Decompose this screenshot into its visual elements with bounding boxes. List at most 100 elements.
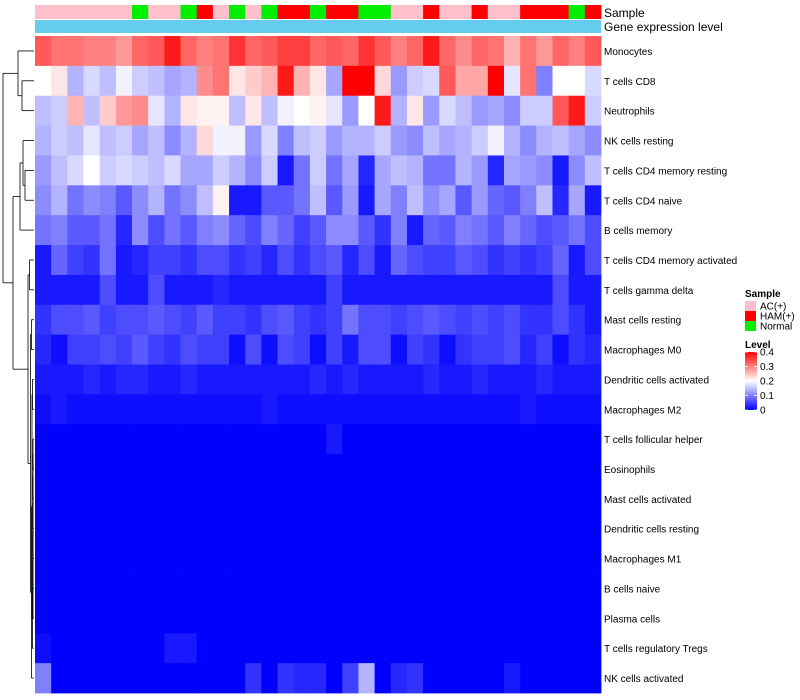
heatmap-cell	[67, 424, 84, 455]
heatmap-cell	[293, 454, 311, 485]
heatmap-cell	[180, 633, 198, 664]
heatmap-cell	[67, 155, 84, 186]
heatmap-cell	[455, 334, 473, 365]
heatmap-cell	[164, 633, 181, 664]
heatmap-cell	[326, 65, 343, 97]
row-label: T cells regulatory Tregs	[604, 644, 708, 655]
heatmap-cell	[455, 185, 473, 216]
heatmap-cell	[229, 155, 246, 186]
heatmap-cell	[277, 513, 295, 545]
heatmap-cell	[196, 155, 214, 186]
heatmap-cell	[471, 95, 489, 126]
row-labels: Monocytes T cells CD8 Neutrophils NK cells …	[604, 47, 737, 685]
heatmap-cell	[536, 394, 553, 425]
heatmap-cell	[552, 274, 570, 306]
heatmap-cell	[293, 394, 311, 425]
heatmap-cell	[487, 633, 505, 664]
heatmap-cell	[406, 95, 424, 126]
heatmap-cell	[309, 633, 327, 664]
heatmap-cell	[455, 633, 473, 664]
heatmap-cell	[423, 185, 440, 216]
heatmap-cell	[83, 543, 101, 574]
level-legend-tick-label: 0	[760, 406, 766, 417]
heatmap-cell	[67, 215, 84, 246]
heatmap-cell	[568, 543, 586, 574]
heatmap-cell	[584, 394, 602, 425]
heatmap-cell	[293, 36, 311, 67]
heatmap-cell	[99, 513, 117, 545]
heatmap-cell	[406, 215, 424, 246]
heatmap-cell	[212, 573, 230, 604]
sample-annotation-cell	[568, 5, 586, 19]
heatmap-cell	[471, 274, 489, 306]
heatmap-cell	[374, 304, 392, 336]
heatmap-cell	[536, 543, 553, 574]
sample-annotation-cell	[67, 5, 84, 19]
heatmap-cell	[309, 603, 327, 634]
sample-annotation-cell	[439, 5, 456, 19]
heatmap-cell	[35, 155, 52, 186]
sample-annotation-cell	[503, 5, 521, 19]
sample-annotation-cell	[536, 5, 553, 19]
heatmap-cell	[164, 663, 181, 694]
heatmap-cell	[326, 633, 343, 664]
heatmap-cell	[148, 394, 165, 425]
heatmap-cell	[455, 215, 473, 246]
heatmap-cell	[245, 36, 262, 67]
heatmap-cell	[423, 663, 440, 694]
heatmap-cell	[196, 663, 214, 694]
heatmap-cell	[390, 573, 408, 604]
heatmap-cell	[358, 304, 375, 336]
heatmap-cell	[164, 65, 181, 97]
heatmap-cell	[132, 215, 149, 246]
heatmap-cell	[455, 245, 473, 276]
heatmap-cell	[51, 334, 68, 365]
heatmap-cell	[390, 245, 408, 276]
heatmap-cell	[164, 304, 181, 336]
heatmap-cell	[132, 304, 149, 336]
heatmap-cell	[212, 513, 230, 545]
heatmap-cell	[277, 573, 295, 604]
heatmap-cell	[164, 155, 181, 186]
heatmap-cell	[180, 424, 198, 455]
heatmap-cell	[326, 663, 343, 694]
heatmap-cell	[148, 454, 165, 485]
heatmap-cell	[245, 155, 262, 186]
heatmap-cell	[277, 633, 295, 664]
heatmap-cell	[132, 274, 149, 306]
heatmap-cell	[536, 185, 553, 216]
heatmap-cell	[148, 36, 165, 67]
heatmap-cell	[342, 663, 359, 694]
row-label: T cells CD4 memory activated	[604, 256, 737, 267]
heatmap-cell	[261, 334, 278, 365]
heatmap-cell	[212, 274, 230, 306]
heatmap-cell	[536, 454, 553, 485]
heatmap-cell	[406, 274, 424, 306]
heatmap-cell	[487, 185, 505, 216]
heatmap-cell	[51, 65, 68, 97]
heatmap-cell	[115, 543, 133, 574]
heatmap-cell	[180, 543, 198, 574]
sample-annotation-cell	[390, 5, 408, 19]
heatmap-cell	[326, 513, 343, 545]
heatmap-cell	[326, 334, 343, 365]
heatmap-cell	[229, 304, 246, 336]
heatmap-cell	[471, 573, 489, 604]
heatmap-cell	[423, 274, 440, 306]
heatmap-cell	[358, 454, 375, 485]
heatmap-cell	[439, 274, 456, 306]
heatmap-cell	[67, 36, 84, 67]
heatmap-cell	[83, 185, 101, 216]
heatmap-cell	[99, 65, 117, 97]
heatmap-cell	[374, 543, 392, 574]
heatmap-cell	[67, 304, 84, 336]
heatmap-cell	[261, 603, 278, 634]
heatmap-cell	[358, 95, 375, 126]
heatmap-cell	[67, 95, 84, 126]
heatmap-cell	[390, 185, 408, 216]
heatmap-cell	[132, 513, 149, 545]
heatmap-cell	[536, 334, 553, 365]
heatmap-cell	[245, 95, 262, 126]
heatmap-cell	[277, 364, 295, 395]
heatmap-cell	[196, 185, 214, 216]
